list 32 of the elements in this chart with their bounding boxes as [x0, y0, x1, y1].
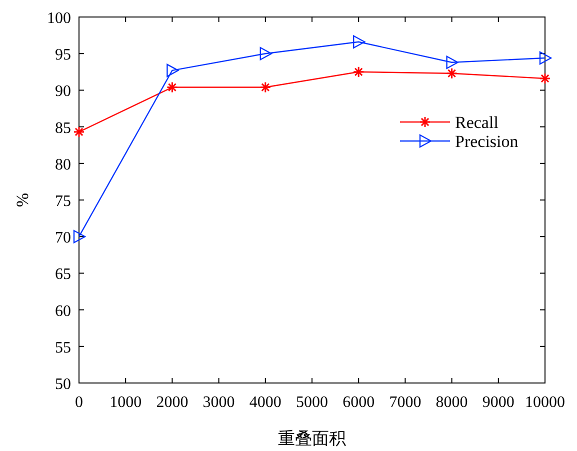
y-tick-label: 85 — [55, 120, 71, 137]
point — [446, 56, 458, 69]
point — [539, 51, 552, 65]
y-tick-label: 80 — [55, 156, 71, 174]
y-tick-label: 55 — [55, 339, 71, 356]
y-tick-label: 60 — [55, 302, 71, 320]
x-tick-label: 9000 — [482, 394, 514, 411]
x-tick-label: 2000 — [156, 394, 188, 411]
y-tick-label: 70 — [55, 230, 71, 247]
point — [73, 230, 86, 244]
x-tick-label: 1000 — [110, 394, 142, 411]
y-tick-label: 100 — [47, 10, 71, 27]
x-tick-label: 0 — [75, 394, 83, 411]
point — [353, 35, 366, 48]
y-tick-label: 75 — [55, 193, 71, 210]
x-tick-label: 4000 — [249, 394, 282, 411]
y-tick-label: 90 — [55, 83, 71, 100]
legend-label: Precision — [455, 132, 519, 151]
y-tick-label: 50 — [55, 376, 71, 393]
x-tick-label: 3000 — [202, 394, 235, 411]
y-tick-label: 65 — [55, 266, 71, 284]
point — [166, 64, 179, 78]
x-tick-label: 10000 — [525, 394, 565, 411]
x-axis-title: 重叠面积 — [278, 429, 346, 448]
x-tick-label: 6000 — [342, 394, 375, 411]
x-tick-label: 7000 — [389, 394, 422, 411]
legend-label: Recall — [455, 113, 499, 132]
x-tick-label: 8000 — [436, 394, 468, 411]
y-tick-label: 95 — [55, 46, 71, 64]
y-axis-title: % — [13, 192, 32, 208]
point — [260, 47, 272, 60]
x-tick-label: 5000 — [296, 394, 328, 411]
